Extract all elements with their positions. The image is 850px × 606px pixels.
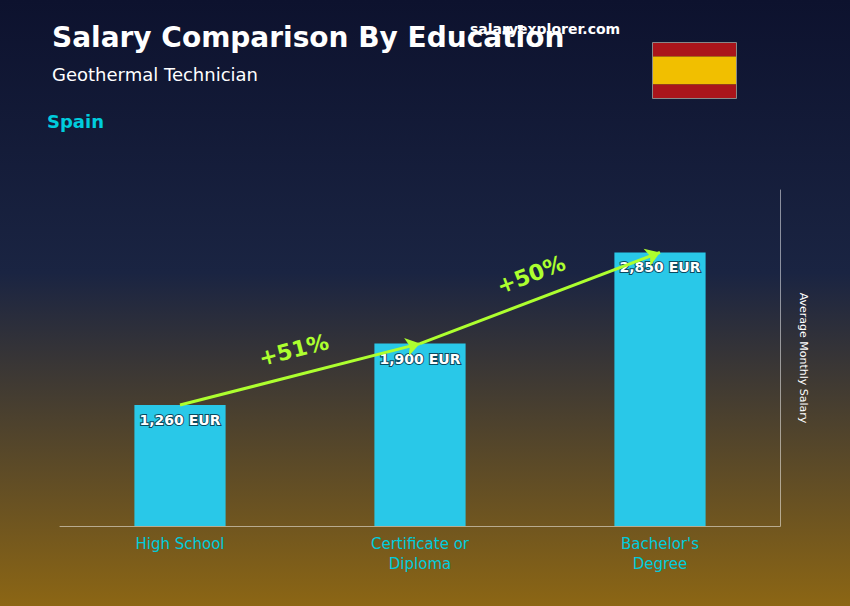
svg-text:Average Monthly Salary: Average Monthly Salary: [797, 293, 810, 424]
svg-text:Spain: Spain: [47, 111, 104, 132]
svg-text:High School: High School: [135, 535, 224, 553]
svg-text:Diploma: Diploma: [389, 555, 451, 573]
svg-text:Salary Comparison By Education: Salary Comparison By Education: [52, 21, 564, 54]
svg-text:Degree: Degree: [633, 555, 688, 573]
svg-text:1,900 EUR: 1,900 EUR: [380, 351, 461, 367]
svg-text:Bachelor's: Bachelor's: [621, 535, 699, 553]
svg-text:+50%: +50%: [493, 250, 568, 299]
svg-text:1,260 EUR: 1,260 EUR: [140, 412, 221, 428]
svg-text:Certificate or: Certificate or: [371, 535, 470, 553]
svg-text:2,850 EUR: 2,850 EUR: [619, 259, 701, 276]
svg-text:Geothermal Technician: Geothermal Technician: [52, 64, 258, 85]
svg-text:+51%: +51%: [256, 329, 331, 371]
